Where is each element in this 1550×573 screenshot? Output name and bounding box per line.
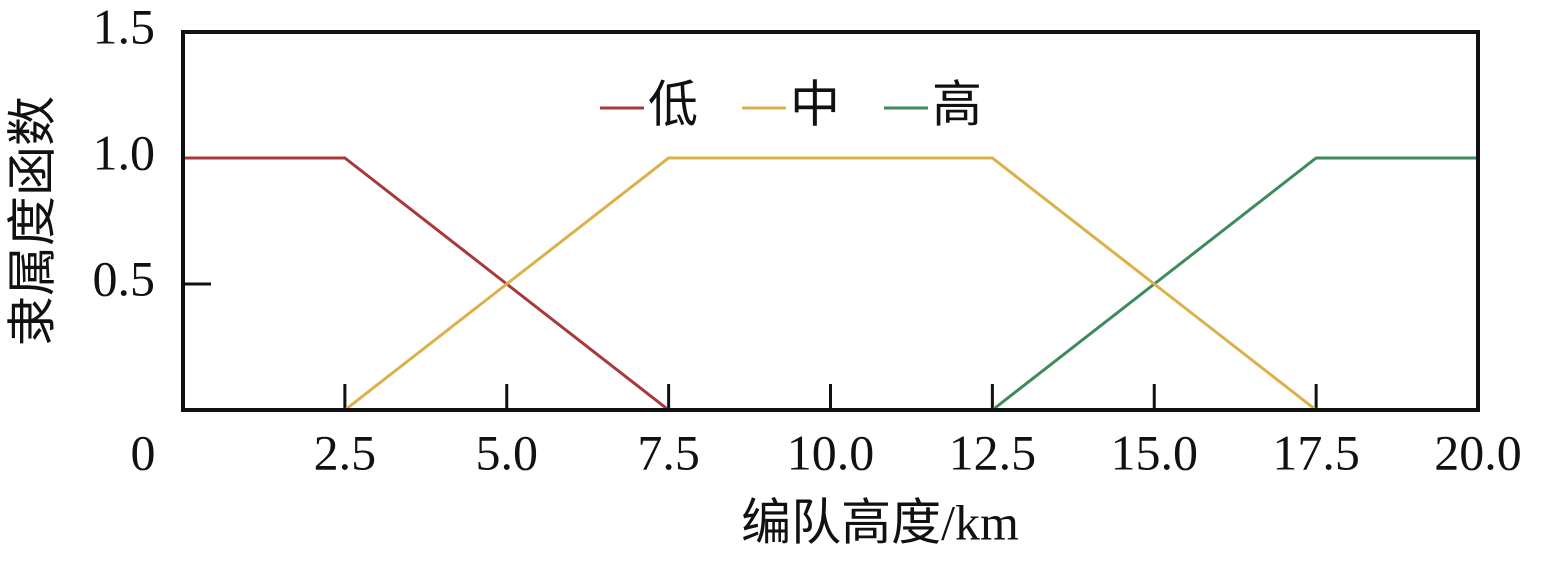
series-line [183,156,1478,412]
legend-label: 低 [648,76,698,132]
y-tick-label: 0.5 [93,250,156,306]
legend-label: 高 [932,76,982,132]
y-tick-label: 1.0 [93,124,156,180]
x-tick-label: 7.5 [637,424,700,480]
series-line [183,156,1478,412]
legend-label: 中 [790,76,840,132]
plot-frame [181,30,1480,412]
y-axis-label: 隶属度函数 [4,96,60,346]
x-axis-label: 编队高度/km [741,494,1019,550]
x-tick-label: 5.0 [476,424,539,480]
x-tick-label: 10.0 [787,424,875,480]
x-tick-label: 20.0 [1434,424,1522,480]
x-tick-label: 0 [131,424,156,480]
x-tick-label: 15.0 [1111,424,1199,480]
x-tick-label: 2.5 [314,424,377,480]
series-line [183,156,1478,412]
y-tick-label: 1.5 [93,0,156,54]
x-tick-label: 17.5 [1272,424,1360,480]
x-tick-label: 12.5 [949,424,1037,480]
